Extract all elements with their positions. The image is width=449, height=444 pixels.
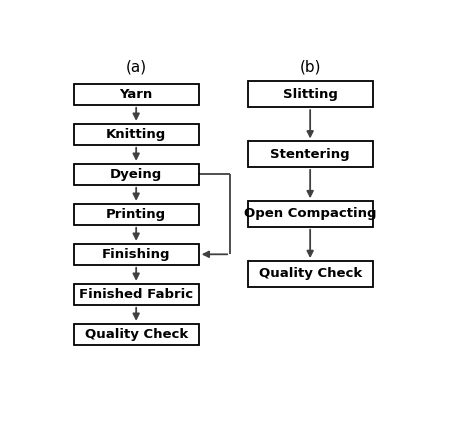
FancyBboxPatch shape [74, 84, 199, 105]
Text: Yarn: Yarn [119, 88, 153, 101]
Text: Printing: Printing [106, 208, 166, 221]
FancyBboxPatch shape [74, 324, 199, 345]
Text: Open Compacting: Open Compacting [244, 207, 376, 221]
Text: Quality Check: Quality Check [259, 267, 362, 280]
Text: (b): (b) [299, 59, 321, 75]
Text: (a): (a) [126, 59, 147, 75]
Text: Dyeing: Dyeing [110, 168, 162, 181]
FancyBboxPatch shape [74, 284, 199, 305]
FancyBboxPatch shape [74, 124, 199, 145]
FancyBboxPatch shape [247, 82, 373, 107]
Text: Knitting: Knitting [106, 128, 166, 141]
Text: Quality Check: Quality Check [84, 328, 188, 341]
Text: Stentering: Stentering [270, 148, 350, 161]
FancyBboxPatch shape [247, 261, 373, 287]
FancyBboxPatch shape [74, 204, 199, 225]
Text: Finished Fabric: Finished Fabric [79, 288, 193, 301]
Text: Finishing: Finishing [102, 248, 171, 261]
FancyBboxPatch shape [247, 141, 373, 167]
Text: Slitting: Slitting [283, 88, 338, 101]
FancyBboxPatch shape [247, 201, 373, 227]
FancyBboxPatch shape [74, 164, 199, 185]
FancyBboxPatch shape [74, 244, 199, 265]
